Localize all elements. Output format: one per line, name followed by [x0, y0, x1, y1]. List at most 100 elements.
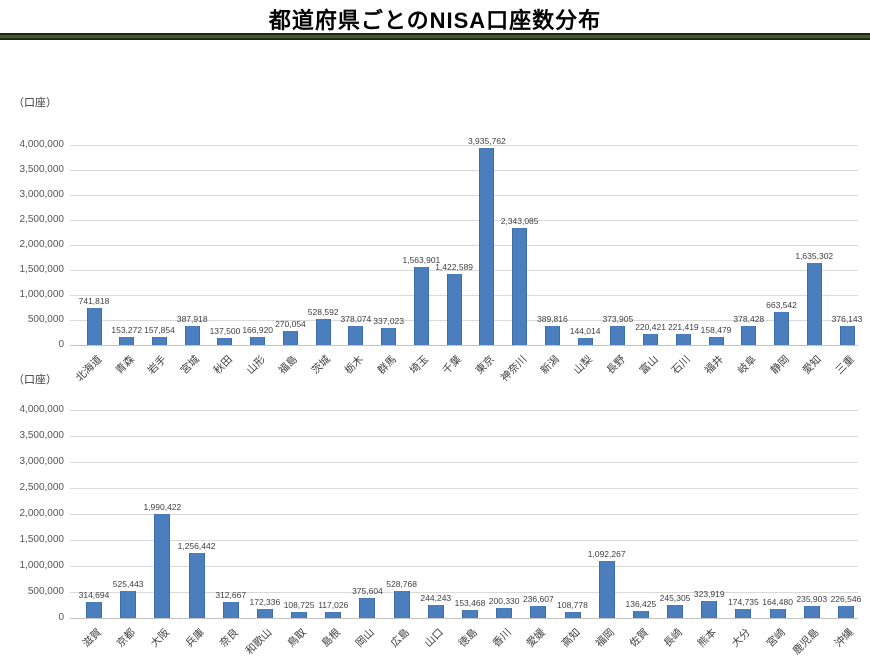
bar-value-label: 741,818	[78, 296, 110, 306]
x-axis-category-text: 長崎	[661, 626, 685, 650]
bar-value-label: 1,422,589	[435, 262, 474, 272]
x-axis-category-label: 熊本	[688, 623, 719, 649]
bar	[512, 228, 528, 345]
y-axis-unit-label: （口座）	[13, 97, 57, 109]
bar-value-label: 1,635,302	[795, 251, 834, 261]
x-axis-category-text: 佐賀	[627, 626, 651, 650]
bar-value-label: 525,443	[112, 579, 144, 589]
y-axis-tick-label: 2,500,000	[19, 482, 65, 493]
bar	[381, 328, 397, 345]
y-axis-tick-label: 500,000	[27, 314, 64, 325]
x-axis-category-text: 滋賀	[80, 626, 104, 650]
bar	[446, 274, 462, 345]
gridline	[70, 220, 858, 221]
bar	[479, 148, 495, 345]
bar	[217, 338, 233, 345]
x-axis-category-label: 島根	[312, 623, 343, 649]
bar-value-label: 1,563,901	[402, 255, 441, 265]
gridline	[70, 488, 858, 489]
gridline	[70, 566, 858, 567]
bar-value-label: 117,026	[318, 600, 349, 610]
bar	[803, 606, 820, 618]
y-axis-tick-label: 1,500,000	[19, 264, 65, 275]
bar	[530, 606, 547, 618]
x-axis-category-label: 徳島	[449, 623, 480, 649]
y-axis-tick-label: 4,000,000	[19, 404, 65, 415]
bar	[86, 308, 102, 345]
bar	[250, 337, 266, 345]
bar-value-label: 1,256,442	[177, 541, 216, 551]
bar	[184, 326, 200, 345]
bar-value-label: 174,735	[728, 597, 759, 607]
bar	[577, 338, 593, 345]
x-axis-category-text: 大分	[729, 626, 754, 650]
bar	[427, 605, 444, 618]
bar-value-label: 136,425	[625, 599, 657, 609]
bar	[839, 326, 855, 345]
bar	[291, 612, 308, 618]
bar	[188, 553, 205, 618]
x-axis-category-label: 山口	[415, 623, 445, 649]
bar	[154, 514, 171, 618]
bar	[708, 337, 724, 345]
x-axis-category-label: 京都	[107, 623, 138, 649]
bar-value-label: 389,816	[536, 314, 568, 324]
y-axis-tick-label: 3,000,000	[19, 456, 65, 467]
x-axis-category-label: 兵庫	[176, 623, 206, 649]
bar-value-label: 378,074	[340, 314, 372, 324]
bar-value-label: 153,272	[111, 325, 143, 335]
y-axis-tick-label: 1,500,000	[19, 534, 65, 545]
x-axis-category-label: 愛媛	[517, 623, 548, 649]
y-axis-tick-label: 0	[58, 339, 64, 350]
bar-value-label: 314,694	[78, 590, 110, 600]
y-axis-tick-label: 3,000,000	[19, 189, 65, 200]
bar-value-label: 528,592	[307, 307, 339, 317]
y-axis-unit-label: （口座）	[13, 374, 57, 386]
x-axis-category-text: 山口	[422, 626, 446, 650]
gridline	[70, 320, 858, 321]
bar-value-label: 375,604	[352, 586, 383, 596]
x-axis-category-label: 滋賀	[73, 623, 104, 649]
bar	[461, 610, 478, 618]
bar	[348, 326, 364, 345]
x-axis-category-text: 徳島	[456, 626, 480, 650]
y-axis-tick-label: 1,000,000	[19, 560, 65, 571]
bar-value-label: 376,143	[831, 314, 863, 324]
bar-value-label: 221,419	[667, 322, 699, 332]
bar-value-label: 245,305	[659, 593, 691, 603]
y-axis-tick-label: 3,500,000	[19, 430, 65, 441]
y-axis-tick-label: 3,500,000	[19, 164, 65, 175]
gridline	[70, 295, 858, 296]
x-axis-category-label: 大阪	[141, 623, 172, 649]
bar-value-label: 200,330	[488, 596, 520, 606]
bar	[598, 561, 615, 618]
bar-value-label: 312,667	[215, 590, 247, 600]
bar	[151, 337, 167, 345]
bar-value-label: 244,243	[420, 593, 452, 603]
x-axis-category-label: 佐賀	[620, 623, 650, 649]
bar-value-label: 337,023	[373, 316, 405, 326]
bar	[544, 326, 560, 345]
x-axis-category-label: 和歌山	[233, 623, 275, 657]
x-axis-category-label: 長崎	[654, 623, 685, 649]
bar-value-label: 172,336	[249, 597, 281, 607]
bar-chart-prefectures-bottom: （口座） 0 500,000 1,000,000 1,500,000 2,000,000 2…	[0, 364, 870, 666]
bar-value-label: 528,768	[386, 579, 417, 589]
bar	[496, 608, 513, 618]
gridline	[70, 436, 858, 437]
x-axis-category-text: 大阪	[148, 626, 173, 650]
bar	[413, 267, 429, 345]
gridline	[70, 410, 858, 411]
x-axis-category-text: 福岡	[593, 626, 617, 650]
bar	[675, 334, 691, 345]
x-axis-category-label: 奈良	[210, 623, 240, 649]
x-axis-category-text: 香川	[490, 626, 515, 650]
x-axis-category-text: 高知	[559, 626, 583, 650]
x-axis-category-label: 福岡	[586, 623, 616, 649]
x-axis-category-text: 島根	[319, 626, 344, 650]
bar	[806, 263, 822, 345]
bar	[393, 591, 410, 618]
page-title: 都道府県ごとのNISA口座数分布	[268, 8, 602, 33]
bar	[120, 591, 137, 618]
x-axis-category-label: 広島	[381, 623, 411, 649]
